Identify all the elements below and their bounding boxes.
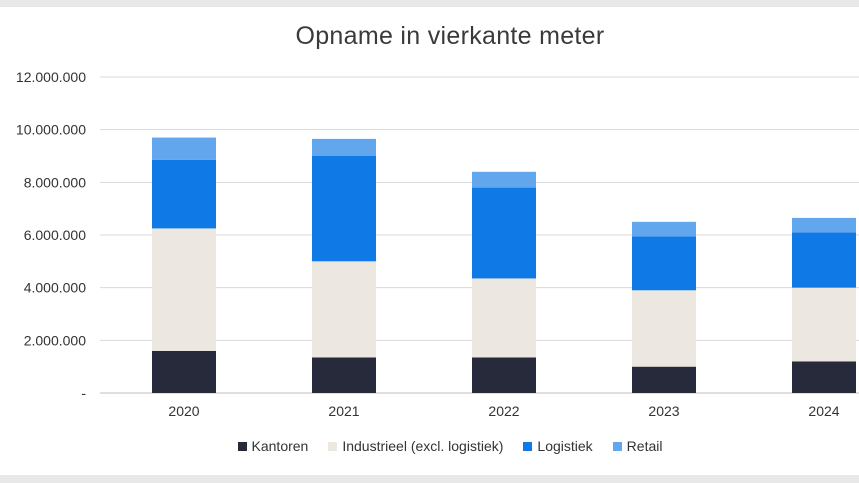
x-tick-label: 2022	[488, 403, 519, 419]
y-tick-label: 6.000.000	[24, 227, 86, 243]
legend-swatch	[523, 441, 533, 451]
bar-segment-kantoren-2024	[792, 361, 856, 393]
bar-segment-kantoren-2023	[632, 366, 696, 393]
legend-label: Logistiek	[537, 438, 593, 454]
y-tick-label: 8.000.000	[24, 174, 86, 190]
legend-swatch	[612, 441, 622, 451]
y-tick-label: 4.000.000	[24, 280, 86, 296]
bar-segment-logistiek-2024	[792, 232, 856, 288]
bar-segment-logistiek-2022	[472, 187, 536, 279]
chart-frame	[0, 7, 859, 475]
bar-segment-industrieel-2020	[152, 228, 216, 351]
legend-swatch	[237, 441, 247, 451]
chart-legend: Kantoren Industrieel (excl. logistiek) Log…	[0, 438, 859, 454]
bar-segment-retail-2023	[632, 221, 696, 237]
bar-segment-industrieel-2024	[792, 287, 856, 362]
x-tick-label: 2023	[648, 403, 679, 419]
legend-label: Retail	[626, 438, 663, 454]
legend-item: Retail	[612, 438, 663, 454]
x-tick-label: 2024	[808, 403, 839, 419]
chart-title: Opname in vierkante meter	[295, 22, 605, 50]
bar-segment-kantoren-2020	[152, 350, 216, 393]
legend-item: Kantoren	[237, 438, 309, 454]
bar-segment-retail-2020	[152, 137, 216, 160]
y-tick-label: 12.000.000	[16, 69, 86, 85]
y-tick-label: 10.000.000	[16, 122, 86, 138]
bar-segment-kantoren-2021	[312, 357, 376, 393]
bar-segment-industrieel-2022	[472, 278, 536, 358]
legend-item: Industrieel (excl. logistiek)	[328, 438, 503, 454]
bar-segment-industrieel-2021	[312, 261, 376, 358]
legend-label: Kantoren	[251, 438, 309, 454]
bar-segment-logistiek-2021	[312, 156, 376, 262]
bar-segment-logistiek-2023	[632, 236, 696, 291]
x-tick-label: 2021	[328, 403, 359, 419]
x-tick-label: 2020	[168, 403, 199, 419]
bar-segment-retail-2021	[312, 138, 376, 156]
legend-swatch	[328, 441, 338, 451]
bar-segment-industrieel-2023	[632, 290, 696, 367]
bar-segment-kantoren-2022	[472, 357, 536, 393]
legend-item: Logistiek	[523, 438, 593, 454]
y-tick-label: 2.000.000	[24, 332, 86, 348]
legend-label: Industrieel (excl. logistiek)	[342, 438, 504, 454]
bar-segment-retail-2022	[472, 171, 536, 188]
y-tick-label: -	[81, 385, 86, 401]
bar-segment-retail-2024	[792, 217, 856, 233]
bar-segment-logistiek-2020	[152, 159, 216, 229]
